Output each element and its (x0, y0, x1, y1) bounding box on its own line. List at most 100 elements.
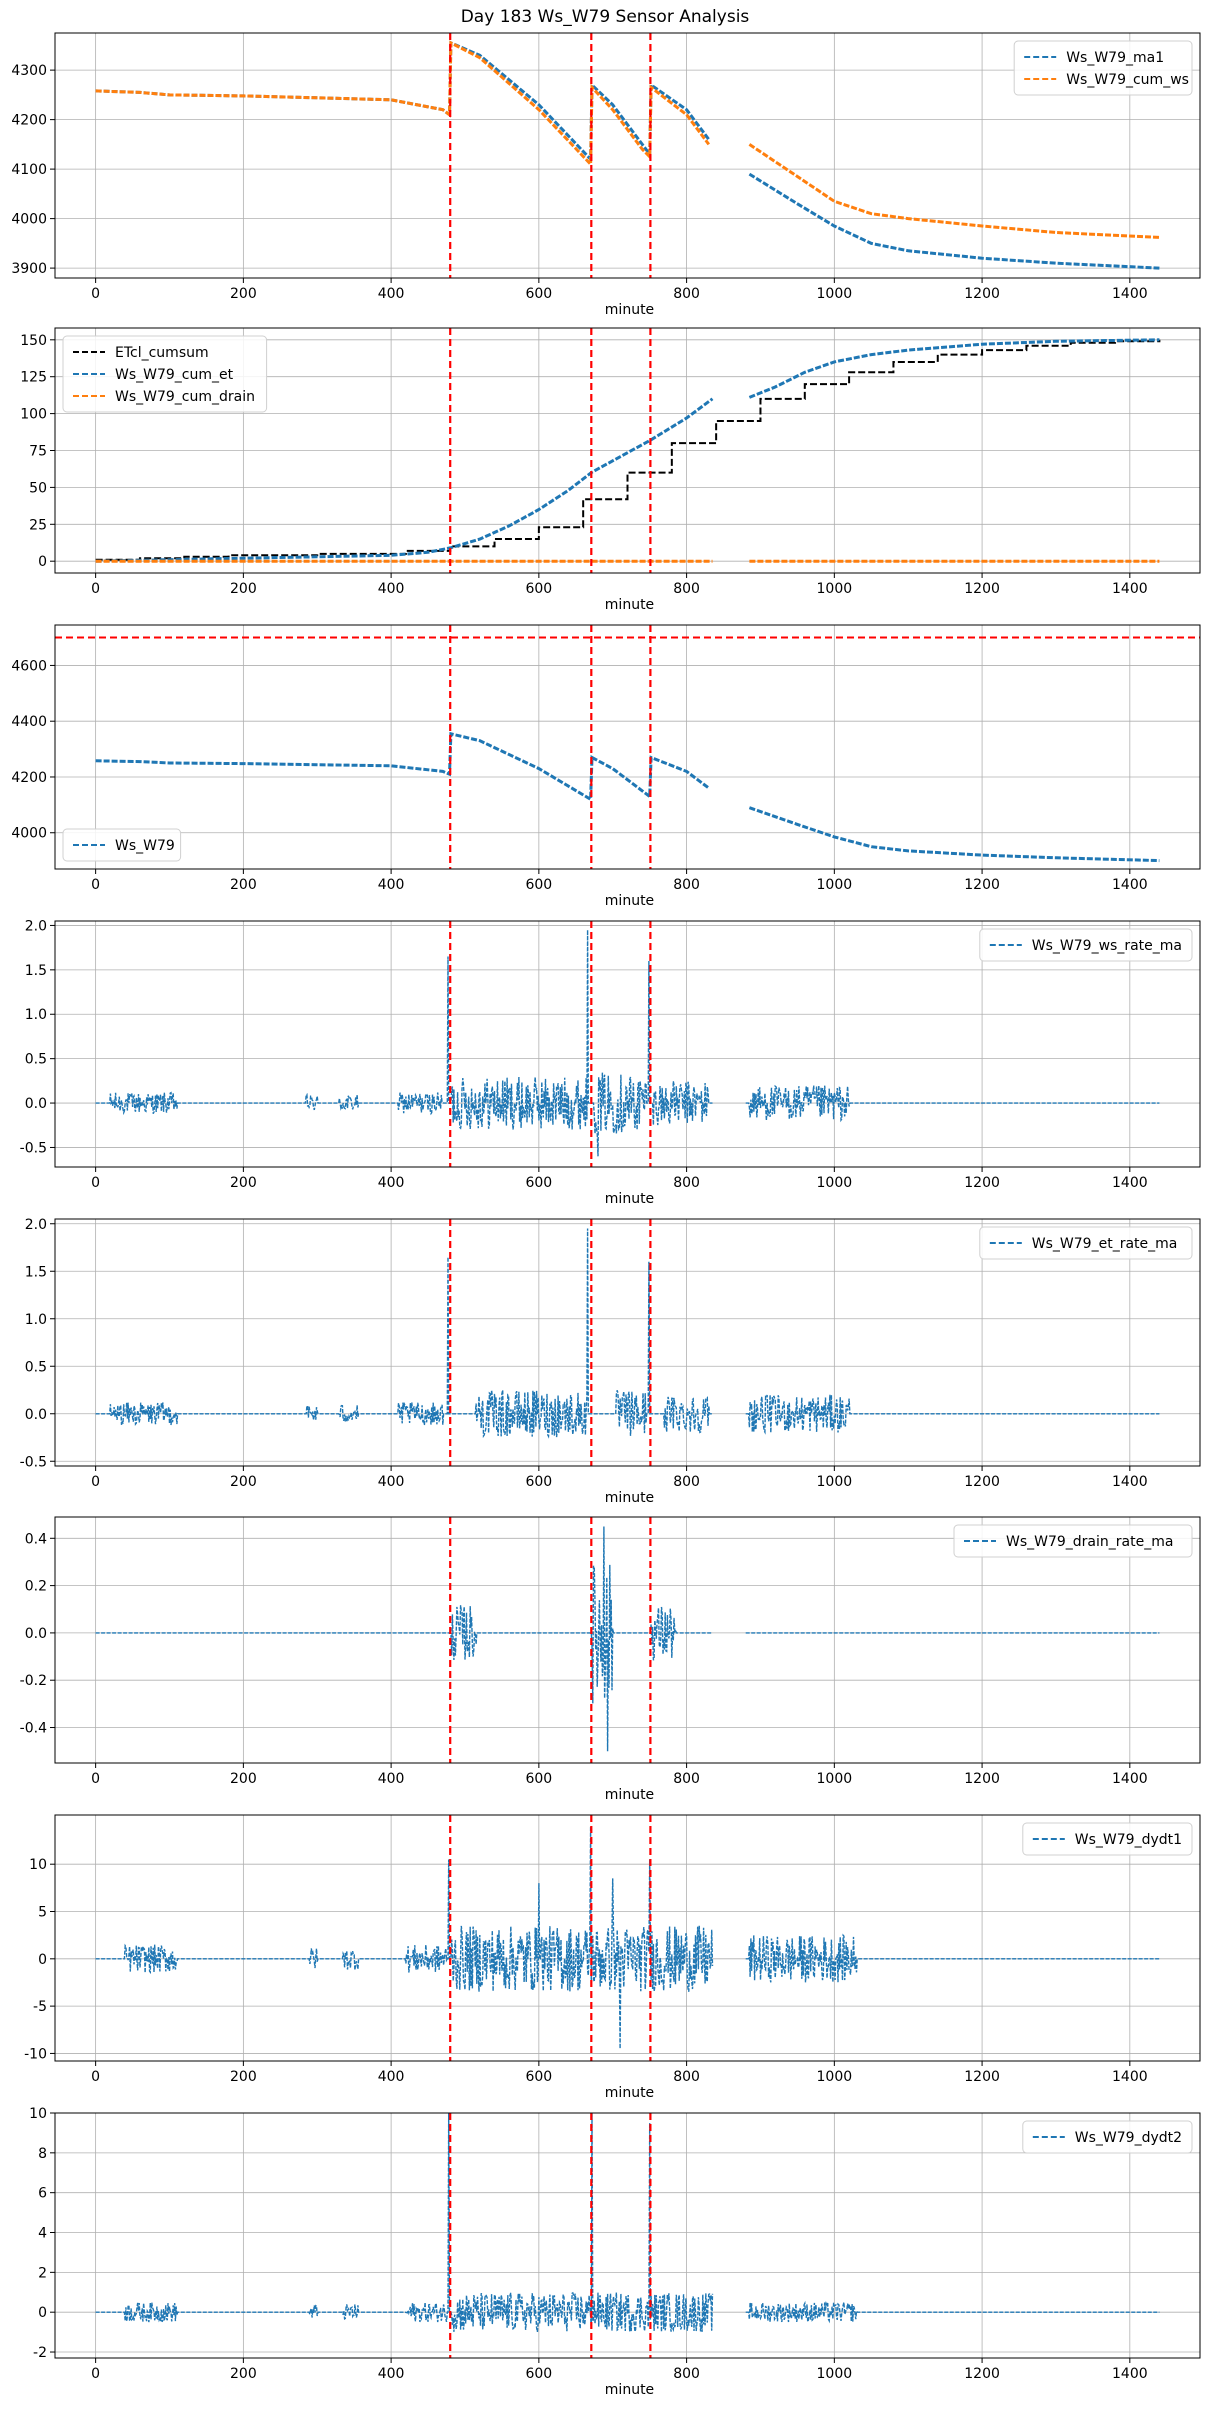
x-tick-label: 1400 (1112, 2069, 1148, 2085)
figure-title: Day 183 Ws_W79 Sensor Analysis (461, 7, 750, 27)
y-tick-label: 75 (29, 444, 47, 460)
x-tick-label: 0 (91, 1771, 100, 1787)
x-tick-label: 800 (673, 581, 700, 597)
x-tick-label: 0 (91, 2366, 100, 2382)
x-tick-label: 1200 (964, 286, 1000, 302)
plot-area (95, 1517, 1160, 1763)
x-tick-label: 1200 (964, 581, 1000, 597)
x-tick-label: 1200 (964, 1771, 1000, 1787)
legend-label: Ws_W79_cum_drain (115, 389, 255, 405)
legend-box (953, 1524, 1193, 1558)
x-tick-label: 1400 (1112, 581, 1148, 597)
x-axis-label: minute (605, 2382, 654, 2398)
x-tick-label: 1200 (964, 877, 1000, 893)
y-tick-label: 4100 (11, 162, 47, 178)
y-tick-label: 4 (38, 2226, 47, 2242)
plot-area (95, 1815, 1160, 2061)
x-tick-label: 1000 (817, 2069, 853, 2085)
x-tick-label: 1400 (1112, 1474, 1148, 1490)
x-tick-label: 0 (91, 581, 100, 597)
legend-box (1013, 40, 1193, 96)
legend: Ws_W79 (62, 828, 182, 862)
x-axis-label: minute (605, 1490, 654, 1506)
legend-label: Ws_W79_dydt2 (1075, 2130, 1182, 2146)
plot-area (95, 33, 1160, 278)
legend: Ws_W79_dydt2 (1022, 2120, 1193, 2154)
panel-8: 0 200 400 600 800 1000 1200 1400 -2 0 2 4 6 8 10 minute… (29, 2106, 1201, 2398)
x-tick-label: 1400 (1112, 286, 1148, 302)
legend: Ws_W79_ma1 Ws_W79_cum_ws (1013, 40, 1193, 96)
y-tick-label: 10 (29, 2106, 47, 2122)
legend-box (62, 828, 182, 862)
x-tick-label: 1000 (817, 1474, 853, 1490)
y-tick-label: -0.5 (20, 1454, 47, 1470)
y-tick-label: 0.2 (25, 1579, 47, 1595)
x-tick-label: 200 (230, 2069, 257, 2085)
panel-3: 0 200 400 600 800 1000 1200 1400 4000 4200 4400 460… (11, 624, 1201, 909)
y-tick-label: 8 (38, 2146, 47, 2162)
x-axis-label: minute (605, 302, 654, 318)
legend: Ws_W79_ws_rate_ma (979, 928, 1193, 962)
y-tick-label: 0.4 (25, 1531, 47, 1547)
legend: ETcl_cumsum Ws_W79_cum_et Ws_W79_cum_drain (62, 335, 268, 413)
y-tick-label: 6 (38, 2186, 47, 2202)
x-tick-label: 0 (91, 286, 100, 302)
series-line (95, 338, 1160, 563)
series-line (95, 339, 1161, 561)
plot-area (95, 1219, 1160, 1466)
x-tick-label: 400 (378, 2366, 405, 2382)
x-tick-label: 200 (230, 286, 257, 302)
y-tick-label: 150 (20, 333, 47, 349)
x-tick-label: 600 (525, 877, 552, 893)
y-tick-label: -10 (24, 2046, 47, 2062)
legend-box (979, 928, 1193, 962)
x-tick-label: 1400 (1112, 1175, 1148, 1191)
legend-box (1022, 2120, 1193, 2154)
x-tick-label: 1000 (817, 1175, 853, 1191)
panel-6: 0 200 400 600 800 1000 1200 1400 -0.4 -0.2 0.0 0.2 0… (20, 1516, 1201, 1803)
x-tick-label: 200 (230, 1175, 257, 1191)
y-tick-label: 4300 (11, 63, 47, 79)
axes-frame (54, 1814, 1201, 2062)
x-tick-label: 600 (525, 1771, 552, 1787)
x-axis-label: minute (605, 2085, 654, 2101)
x-tick-label: 600 (525, 1474, 552, 1490)
plot-area (95, 328, 1161, 573)
x-tick-label: 0 (91, 2069, 100, 2085)
legend-box (62, 335, 268, 413)
panel-1: 0 200 400 600 800 1000 1200 1400 3900 4000 4100 420… (11, 32, 1201, 318)
y-tick-label: -0.2 (20, 1673, 47, 1689)
legend-label: Ws_W79_ma1 (1066, 50, 1164, 66)
y-tick-label: -0.4 (20, 1721, 47, 1737)
y-tick-label: 4600 (11, 658, 47, 674)
legend-box (979, 1226, 1193, 1260)
x-tick-label: 1000 (817, 581, 853, 597)
x-tick-label: 800 (673, 2366, 700, 2382)
x-tick-label: 1200 (964, 2366, 1000, 2382)
x-tick-label: 800 (673, 1771, 700, 1787)
series-line (95, 731, 1160, 863)
panel-2: 0 200 400 600 800 1000 1200 1400 0 25 50 75 100 125 15… (20, 327, 1201, 613)
axes-frame (54, 32, 1201, 279)
series-line (95, 929, 1160, 1157)
series-line (95, 2113, 1160, 2333)
x-tick-label: 200 (230, 1474, 257, 1490)
x-tick-label: 800 (673, 286, 700, 302)
plot-area (95, 2113, 1160, 2358)
y-tick-label: 10 (29, 1857, 47, 1873)
x-tick-label: 400 (378, 581, 405, 597)
y-tick-label: 1.5 (25, 963, 47, 979)
y-tick-label: 0.0 (25, 1096, 47, 1112)
y-tick-label: 0 (38, 2305, 47, 2321)
x-tick-label: 400 (378, 286, 405, 302)
y-tick-label: -0.5 (20, 1140, 47, 1156)
legend-label: Ws_W79_cum_et (115, 367, 234, 383)
y-tick-label: 2.0 (25, 918, 47, 934)
x-tick-label: 1000 (817, 286, 853, 302)
x-tick-label: 600 (525, 581, 552, 597)
y-tick-label: 2.0 (25, 1217, 47, 1233)
y-tick-label: 0.5 (25, 1052, 47, 1068)
x-tick-label: 600 (525, 2069, 552, 2085)
axes-frame (54, 1218, 1201, 1467)
x-axis-label: minute (605, 893, 654, 909)
